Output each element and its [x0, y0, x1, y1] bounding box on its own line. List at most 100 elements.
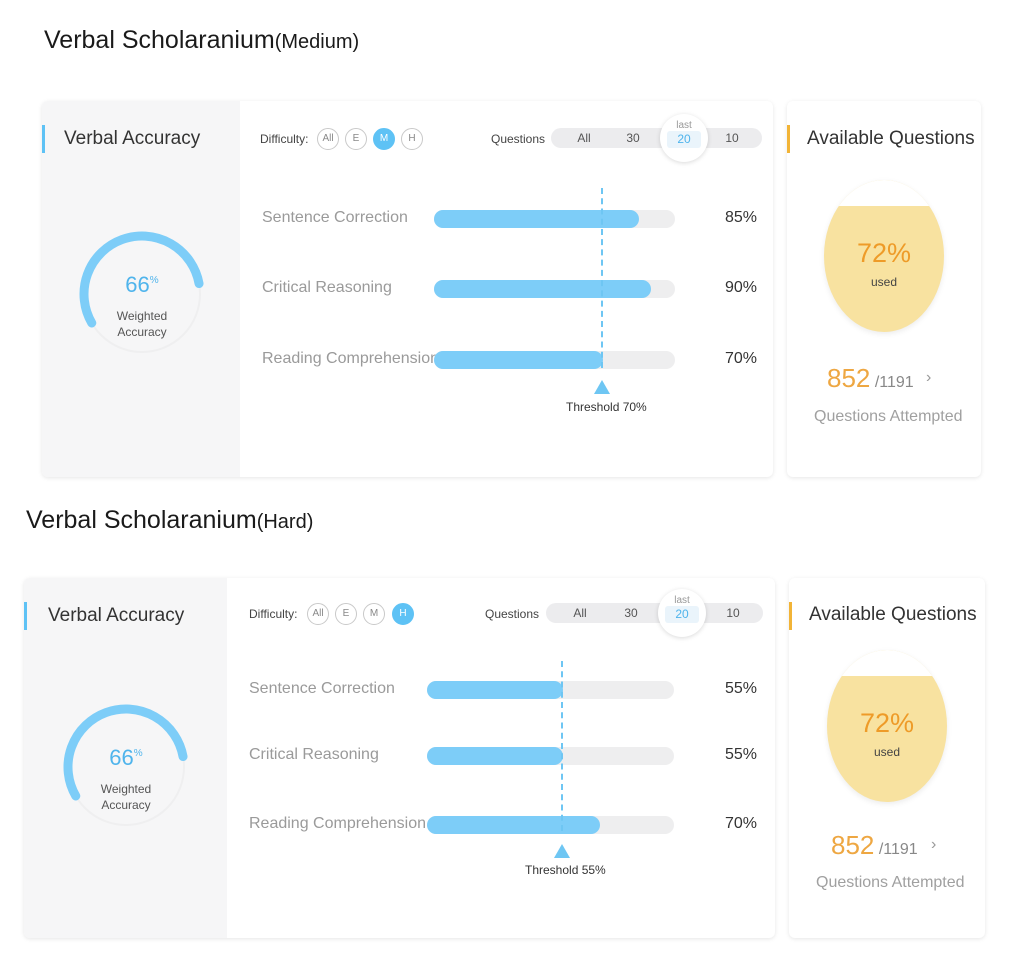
- difficulty-medium-button[interactable]: M: [363, 603, 385, 625]
- used-caption: used: [873, 745, 901, 759]
- accuracy-gauge: 66% Weighted Accuracy: [72, 224, 212, 364]
- questions-20-option[interactable]: last 20: [660, 114, 708, 162]
- accent-bar: [24, 602, 27, 630]
- attempted-number: 852: [827, 363, 871, 393]
- questions-selected-value: 20: [667, 131, 701, 148]
- questions-30-option[interactable]: 30: [626, 131, 640, 145]
- accuracy-number: 66: [109, 745, 134, 770]
- threshold-line: [561, 661, 563, 831]
- questions-label: Questions: [485, 607, 540, 621]
- used-percentage: 72%: [856, 238, 912, 268]
- difficulty-all-button[interactable]: All: [317, 128, 339, 150]
- section-title-text: Verbal Scholaranium: [26, 506, 257, 534]
- gauge-arc: [79, 231, 204, 328]
- threshold-line: [601, 188, 603, 368]
- questions-10-option[interactable]: 10: [726, 606, 740, 620]
- accuracy-unit: %: [133, 748, 143, 759]
- progress-bar-sentence-correction: [427, 681, 674, 699]
- bar-fill: [434, 351, 603, 369]
- gauge-svg: [79, 231, 204, 353]
- row-label-reading-comprehension: Reading Comprehension: [262, 350, 439, 367]
- attempted-number: 852: [831, 830, 875, 860]
- verbal-accuracy-card: Verbal Accuracy 66% Weighted Accuracy Dif…: [24, 578, 775, 938]
- pct-reading-comprehension: 70%: [725, 815, 758, 832]
- pct-critical-reasoning: 90%: [725, 279, 758, 296]
- pct-sentence-correction: 85%: [725, 209, 758, 226]
- accuracy-unit: %: [149, 275, 159, 286]
- threshold-label: Threshold 70%: [566, 400, 647, 414]
- pct-critical-reasoning: 55%: [725, 746, 758, 763]
- threshold-marker-icon: [594, 380, 610, 394]
- accuracy-title: Verbal Accuracy: [48, 605, 185, 626]
- questions-30-option[interactable]: 30: [624, 606, 638, 620]
- accuracy-number: 66: [125, 272, 150, 297]
- used-percentage: 72%: [859, 708, 915, 738]
- caption-line-2: Accuracy: [117, 325, 167, 339]
- progress-bar-critical-reasoning: [434, 280, 675, 298]
- difficulty-hard-button[interactable]: H: [392, 603, 414, 625]
- used-questions-gauge: 72% used: [824, 180, 944, 332]
- row-label-critical-reasoning: Critical Reasoning: [262, 279, 392, 296]
- chevron-right-icon[interactable]: ›: [926, 369, 932, 386]
- progress-bar-critical-reasoning: [427, 747, 674, 765]
- unused-portion: [827, 650, 947, 676]
- accent-bar: [789, 602, 792, 630]
- verbal-accuracy-card: Verbal Accuracy 66% Weighted Accuracy Dif…: [42, 101, 773, 477]
- accent-bar: [787, 125, 790, 153]
- questions-selector: All 30 10: [546, 603, 763, 623]
- questions-selected-value: 20: [665, 606, 699, 623]
- total-questions: /1191: [878, 841, 918, 858]
- difficulty-label: Difficulty:: [249, 607, 298, 621]
- unused-portion: [824, 180, 944, 206]
- bar-fill: [434, 280, 651, 298]
- section-title: Verbal Scholaranium(Hard): [26, 506, 313, 535]
- bar-fill: [434, 210, 639, 228]
- total-questions: /1191: [874, 374, 914, 391]
- available-questions-card: Available Questions 72% used 852 /1191 ›…: [789, 578, 985, 938]
- threshold-label: Threshold 55%: [525, 863, 606, 877]
- threshold-marker-icon: [554, 844, 570, 858]
- used-caption: used: [870, 275, 898, 289]
- section-level: (Medium): [274, 31, 360, 53]
- section-level: (Hard): [256, 511, 314, 533]
- difficulty-hard-button[interactable]: H: [401, 128, 423, 150]
- questions-all-option[interactable]: All: [577, 131, 591, 145]
- section-title: Verbal Scholaranium(Medium): [44, 26, 359, 55]
- row-label-critical-reasoning: Critical Reasoning: [249, 746, 379, 763]
- attempted-caption: Questions Attempted: [816, 874, 965, 891]
- attempted-caption: Questions Attempted: [814, 408, 963, 425]
- progress-bar-sentence-correction: [434, 210, 675, 228]
- questions-last-caption: last: [676, 120, 692, 131]
- bar-fill: [427, 681, 563, 699]
- scholaranium-hard-section: Verbal Scholaranium(Hard) Verbal Accurac…: [0, 480, 1024, 950]
- caption-line-1: Weighted: [100, 782, 152, 796]
- difficulty-all-button[interactable]: All: [307, 603, 329, 625]
- attempted-count: 852 /1191: [827, 363, 914, 394]
- questions-selector: All 30 10: [551, 128, 762, 148]
- caption-line-1: Weighted: [116, 309, 168, 323]
- difficulty-medium-button[interactable]: M: [373, 128, 395, 150]
- row-label-sentence-correction: Sentence Correction: [262, 209, 408, 226]
- difficulty-label: Difficulty:: [260, 132, 309, 146]
- accuracy-caption: Weighted Accuracy: [72, 308, 212, 340]
- questions-all-option[interactable]: All: [573, 606, 587, 620]
- accuracy-caption: Weighted Accuracy: [56, 781, 196, 813]
- difficulty-easy-button[interactable]: E: [345, 128, 367, 150]
- pct-reading-comprehension: 70%: [725, 350, 758, 367]
- accuracy-value: 66%: [56, 745, 196, 771]
- questions-label: Questions: [491, 132, 546, 146]
- accuracy-value: 66%: [72, 272, 212, 298]
- progress-bar-reading-comprehension: [434, 351, 675, 369]
- row-label-reading-comprehension: Reading Comprehension: [249, 815, 426, 832]
- difficulty-easy-button[interactable]: E: [335, 603, 357, 625]
- available-questions-card: Available Questions 72% used 852 /1191 ›…: [787, 101, 981, 477]
- questions-20-option[interactable]: last 20: [658, 589, 706, 637]
- pct-sentence-correction: 55%: [725, 680, 758, 697]
- scholaranium-medium-section: Verbal Scholaranium(Medium) Verbal Accur…: [0, 0, 1024, 480]
- questions-10-option[interactable]: 10: [725, 131, 739, 145]
- available-title: Available Questions: [807, 128, 975, 149]
- gauge-svg: [63, 704, 188, 826]
- caption-line-2: Accuracy: [101, 798, 151, 812]
- chevron-right-icon[interactable]: ›: [931, 836, 937, 853]
- attempted-count: 852 /1191: [831, 830, 918, 861]
